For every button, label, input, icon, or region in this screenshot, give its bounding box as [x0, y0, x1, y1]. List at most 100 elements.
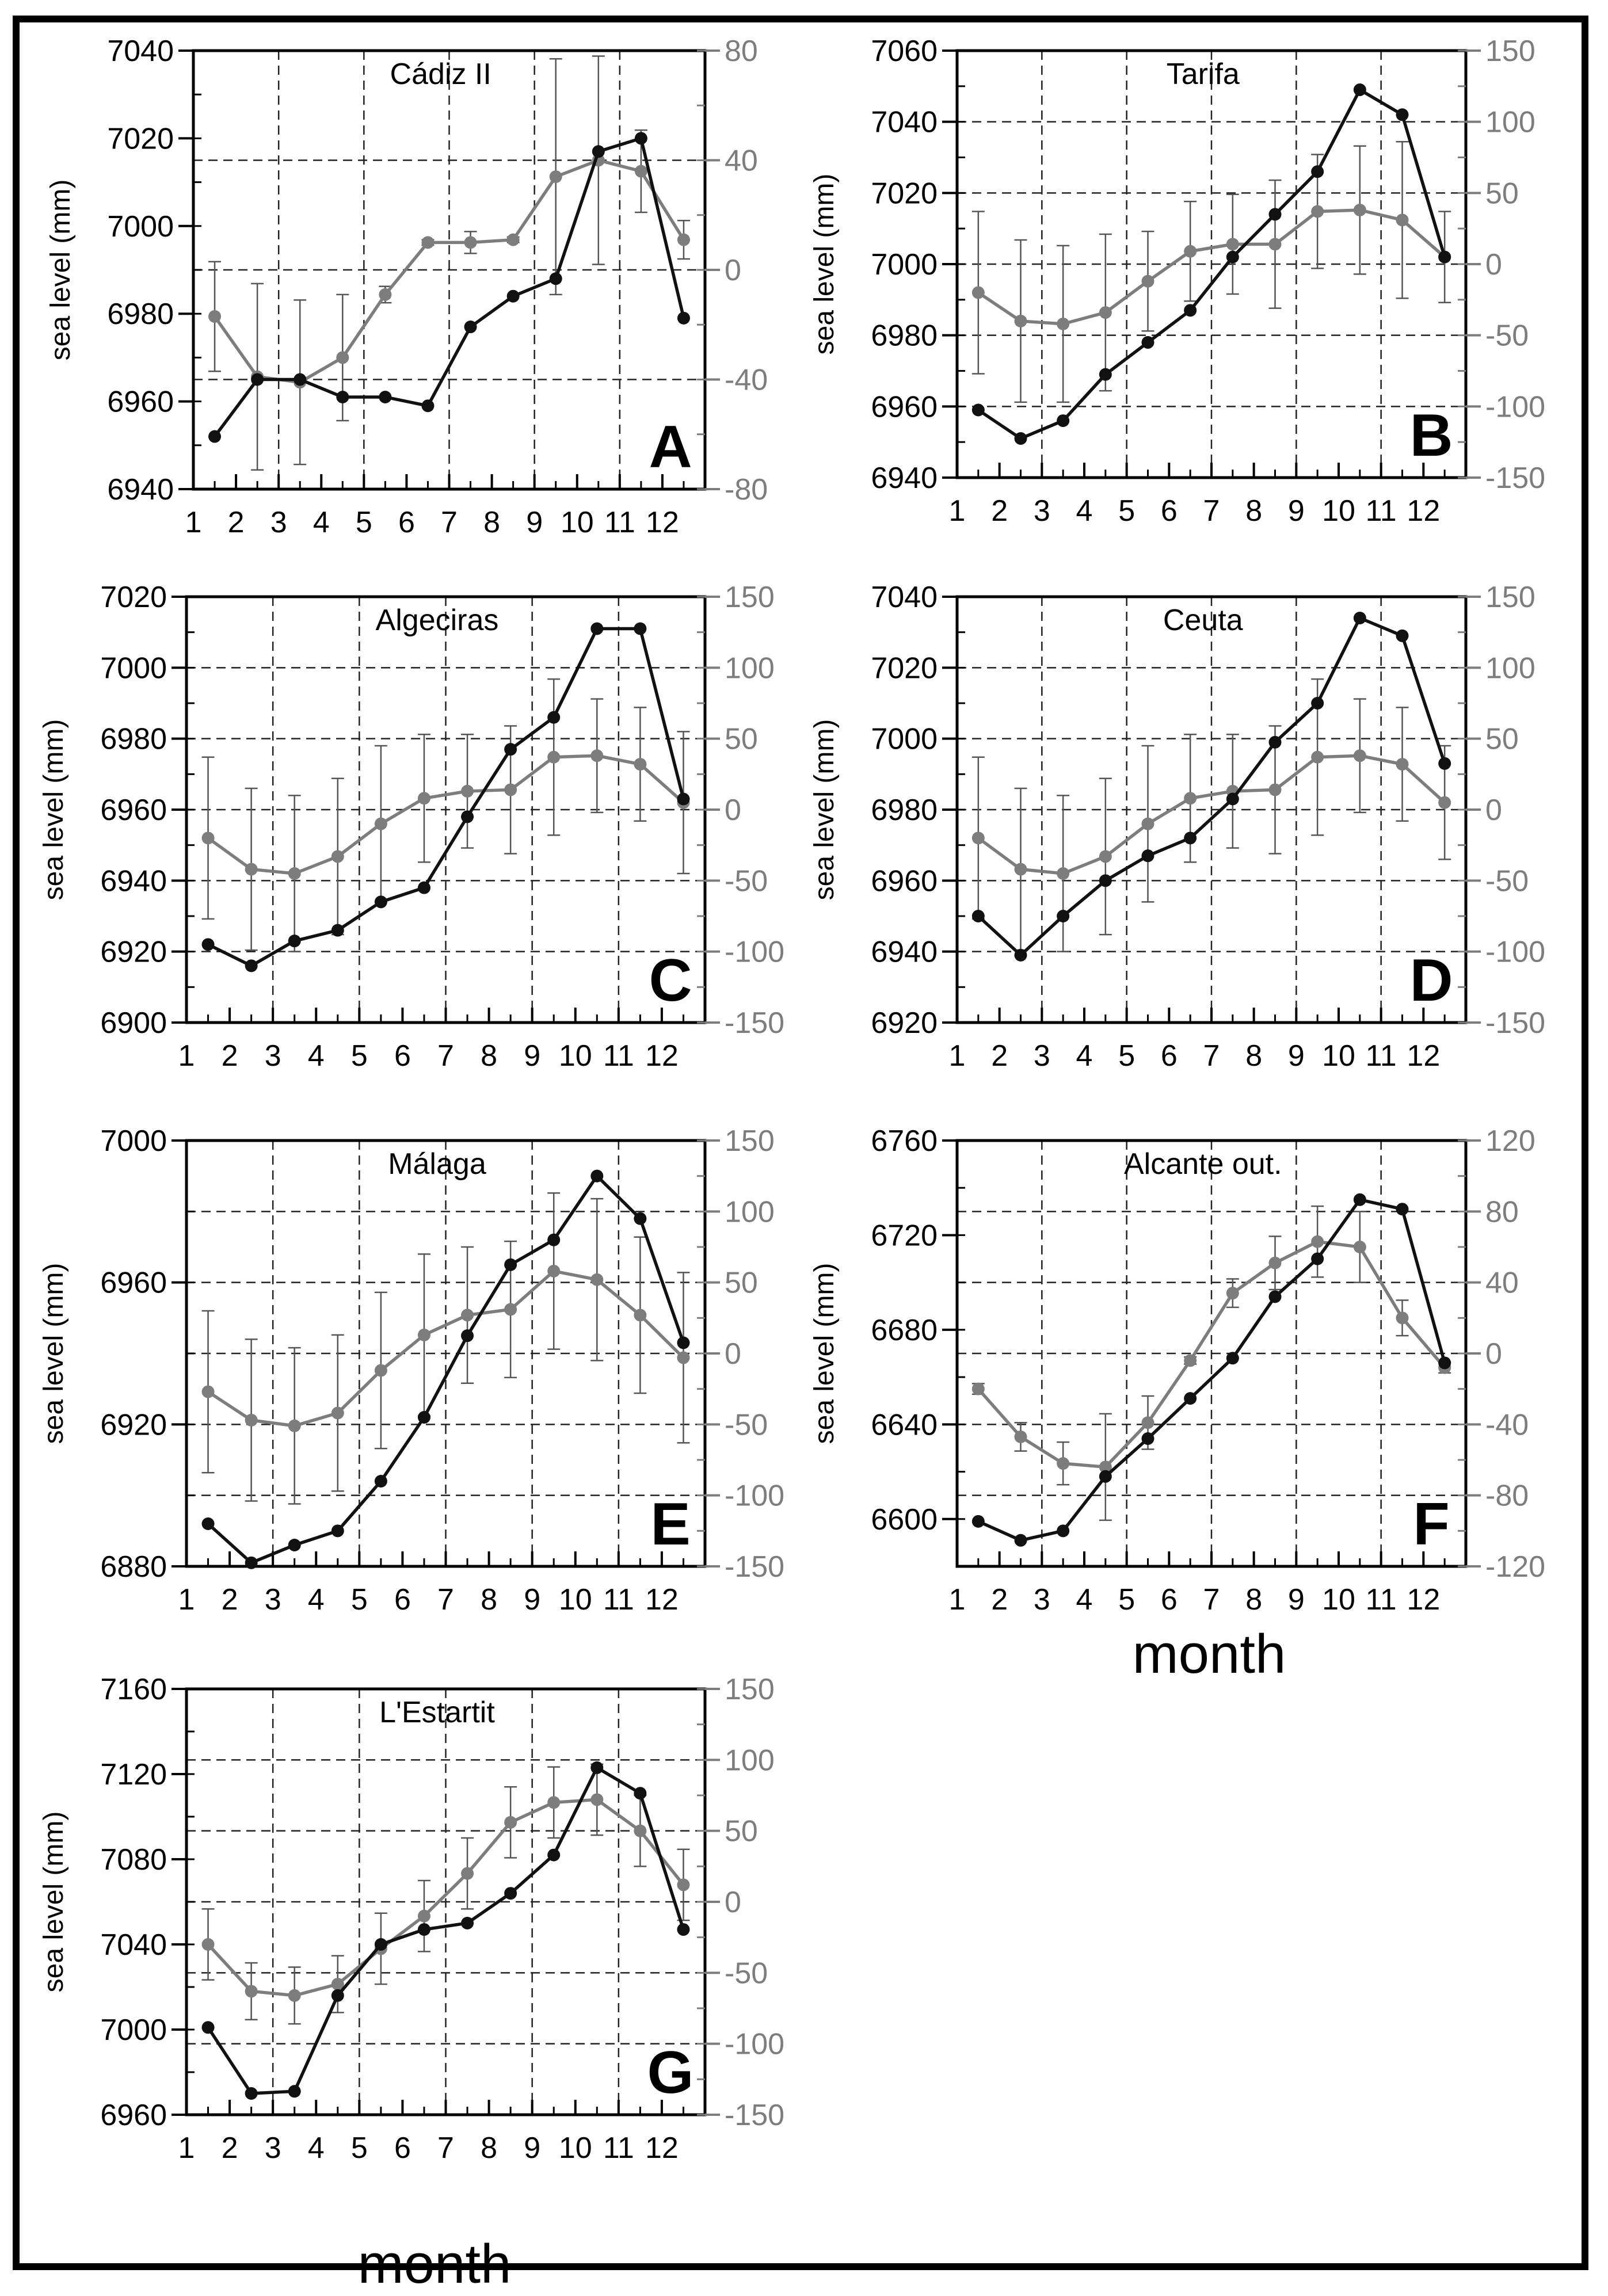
data-point [461, 784, 474, 798]
data-point [245, 1413, 258, 1427]
series-line [213, 158, 685, 384]
y-right-tick-label: -80 [725, 473, 768, 506]
y-right-tick-label: 150 [1485, 581, 1535, 614]
x-tick-label: 8 [481, 1583, 497, 1616]
y-right-tick-label: 0 [1485, 794, 1502, 827]
data-point [677, 311, 690, 325]
chart-title: Algeciras [376, 604, 499, 637]
y-right-tick-label: -150 [725, 1550, 784, 1584]
data-point [1226, 792, 1239, 806]
data-point [592, 145, 605, 158]
data-point [1099, 874, 1112, 887]
y-left-tick-label: 6940 [107, 473, 174, 506]
data-point [331, 1406, 344, 1420]
data-point [1014, 1430, 1027, 1443]
y-right-tick-label: 120 [1485, 1124, 1535, 1158]
x-tick-label: 10 [1322, 494, 1355, 528]
data-point [1396, 213, 1409, 227]
y-axis-label: sea level (mm) [809, 174, 840, 355]
data-point [1396, 629, 1409, 642]
x-tick-label: 7 [441, 506, 458, 539]
y-left-tick-label: 7020 [100, 581, 167, 614]
data-point [208, 310, 222, 323]
x-tick-label: 8 [483, 506, 500, 539]
y-right-tick-label: 40 [725, 144, 758, 178]
chart-title: Cádiz II [390, 58, 491, 91]
x-tick-label: 11 [1366, 494, 1397, 528]
x-tick-label: 11 [1366, 1039, 1397, 1073]
y-right-tick-label: 150 [725, 581, 775, 614]
x-tick-label: 6 [394, 2131, 411, 2165]
data-point [547, 711, 561, 724]
data-point [288, 1989, 301, 2002]
y-axis-label: sea level (mm) [39, 719, 69, 901]
data-point [677, 1923, 690, 1936]
data-point [1311, 165, 1324, 178]
y-left-tick-label: 7000 [871, 723, 938, 756]
data-point [1014, 1534, 1027, 1547]
y-right-tick-label: 100 [1485, 651, 1535, 685]
y-right-tick-label: 150 [1485, 35, 1535, 68]
x-tick-label: 5 [1118, 1583, 1135, 1616]
x-tick-label: 6 [1161, 1583, 1178, 1616]
data-point [1099, 850, 1112, 863]
x-tick-label: 12 [1407, 1039, 1440, 1073]
data-point [245, 1556, 258, 1569]
series-sea-level [971, 612, 1451, 962]
x-tick-label: 9 [524, 1583, 540, 1616]
data-point [1438, 757, 1451, 770]
x-tick-label: 7 [1203, 1583, 1220, 1616]
series-line [977, 1197, 1446, 1542]
y-left-tick-label: 6960 [107, 386, 174, 419]
data-point [1268, 1290, 1282, 1303]
data-point [971, 1382, 985, 1395]
data-point [971, 1515, 985, 1528]
x-tick-label: 6 [1161, 494, 1178, 528]
y-left-tick-label: 6980 [107, 298, 174, 331]
y-right-tick-label: 50 [725, 1267, 758, 1300]
data-point [677, 233, 690, 246]
data-point [1438, 250, 1451, 264]
x-tick-label: 9 [524, 2131, 540, 2165]
x-tick-label: 2 [991, 1583, 1008, 1616]
y-left-tick-label: 6940 [871, 462, 938, 495]
x-tick-label: 1 [178, 1039, 195, 1073]
data-point [1057, 910, 1070, 922]
x-tick-label: 12 [645, 1039, 679, 1073]
data-point [971, 403, 985, 417]
y-right-tick-label: -50 [725, 1408, 768, 1441]
data-point [417, 792, 430, 805]
data-point [677, 792, 690, 806]
y-left-tick-label: 6920 [100, 936, 167, 969]
data-point [374, 1364, 387, 1377]
x-tick-label: 8 [1245, 1039, 1262, 1073]
data-point [547, 1264, 561, 1277]
y-left-tick-label: 7020 [107, 122, 174, 155]
y-right-tick-label: 100 [725, 651, 775, 685]
data-point [331, 924, 344, 937]
x-tick-label: 4 [308, 1583, 325, 1616]
x-tick-label: 4 [1076, 1583, 1093, 1616]
data-point [1141, 849, 1154, 863]
data-point [288, 935, 301, 948]
data-point [1099, 368, 1112, 381]
y-right-tick-label: -150 [725, 1006, 784, 1040]
series-sea-level [201, 1169, 690, 1569]
data-point [1184, 304, 1197, 317]
x-tick-label: 8 [481, 1039, 497, 1073]
x-tick-label: 3 [265, 2131, 281, 2165]
data-point [1057, 1524, 1070, 1538]
panel-letter: D [1409, 947, 1453, 1014]
data-point [336, 390, 349, 403]
data-point [634, 1212, 647, 1225]
x-tick-label: 2 [222, 1583, 238, 1616]
data-point [1353, 612, 1366, 624]
data-point [421, 399, 435, 413]
data-point [245, 2087, 258, 2100]
x-tick-label: 6 [394, 1583, 411, 1616]
x-tick-label: 12 [1407, 494, 1440, 528]
x-tick-label: 9 [526, 506, 543, 539]
panel-letter: F [1413, 1491, 1450, 1558]
data-point [1184, 832, 1197, 845]
data-point [590, 1169, 604, 1183]
